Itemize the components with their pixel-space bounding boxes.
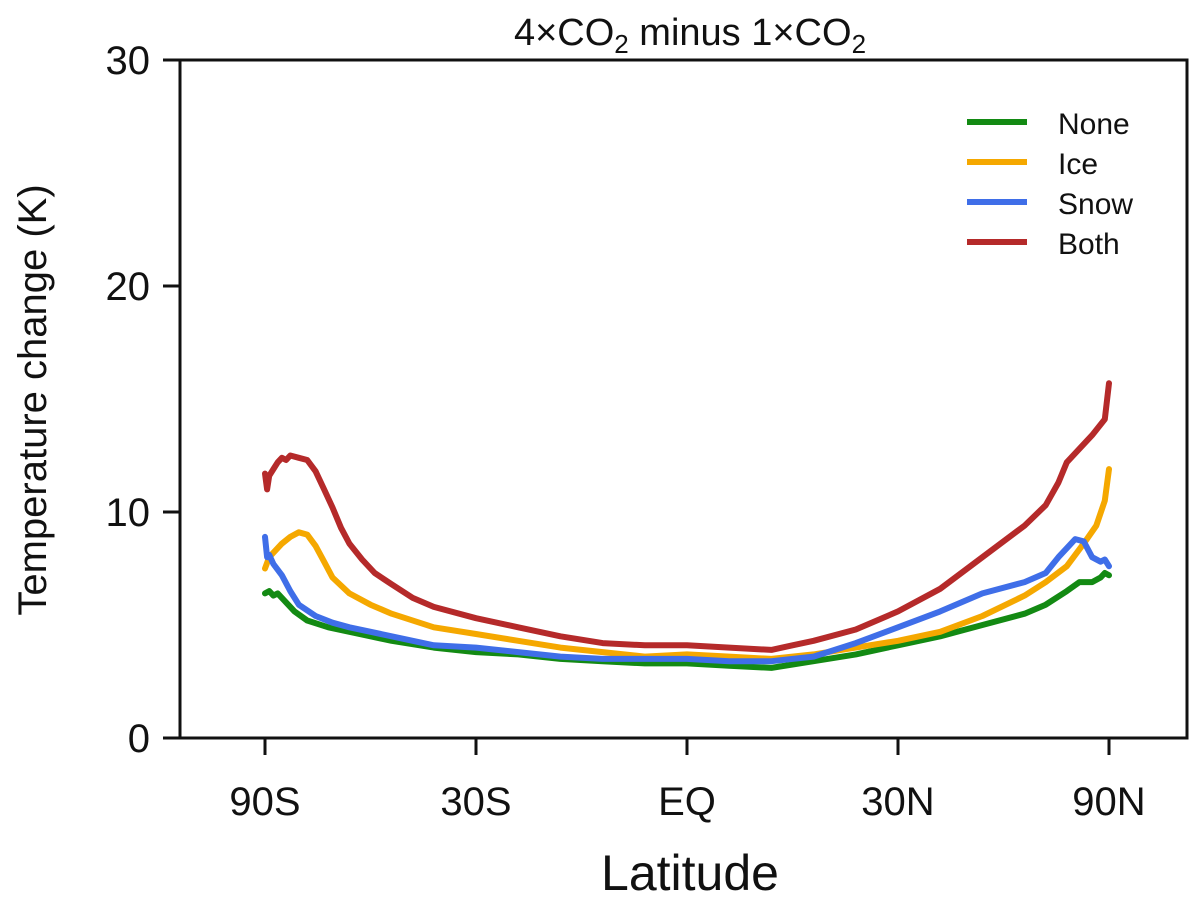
y-axis: 0 10 20 30 <box>106 39 180 761</box>
legend-label-none: None <box>1058 108 1130 141</box>
legend-label-ice: Ice <box>1058 148 1098 181</box>
x-tick-label: EQ <box>658 780 716 824</box>
series-line-snow <box>262 533 1112 665</box>
series-line-none <box>262 570 1112 671</box>
y-tick-label: 10 <box>106 491 151 535</box>
series-lines <box>262 380 1112 671</box>
x-axis: 90S 30S EQ 30N 90N <box>229 738 1146 824</box>
x-tick-label: 90S <box>229 780 300 824</box>
x-tick-label: 90N <box>1072 780 1145 824</box>
y-tick-label: 30 <box>106 39 151 83</box>
legend-label-snow: Snow <box>1058 188 1133 221</box>
y-tick-label: 20 <box>106 265 151 309</box>
legend: None Ice Snow Both <box>967 108 1133 261</box>
series-line-both <box>262 380 1112 653</box>
plot-frame <box>178 58 1189 740</box>
x-axis-title: Latitude <box>601 845 779 898</box>
x-tick-label: 30S <box>440 780 511 824</box>
chart-title: 4×CO2 minus 1×CO2 <box>514 12 866 59</box>
y-tick-label: 0 <box>128 717 150 761</box>
y-axis-title: Temperature change (K) <box>11 184 55 615</box>
series-line-ice <box>262 466 1112 662</box>
legend-label-both: Both <box>1058 228 1120 261</box>
x-tick-label: 30N <box>861 780 934 824</box>
